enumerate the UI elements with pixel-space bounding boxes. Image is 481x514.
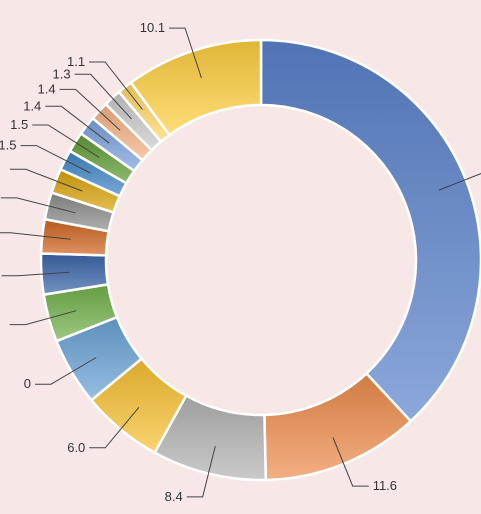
- donut-slice-0: [259, 38, 481, 423]
- leader-line-0: [439, 173, 481, 191]
- leader-line-9: [9, 168, 83, 192]
- data-label-2: 8.4: [165, 489, 183, 504]
- data-label-12: 1.4: [23, 98, 41, 113]
- data-label-3: 6.0: [67, 440, 85, 455]
- labels-group: 311.68.46.001.51.51.41.41.31.110.1: [0, 20, 481, 504]
- leader-line-10: [20, 145, 91, 174]
- leader-line-12: [45, 105, 110, 144]
- leader-line-14: [74, 73, 132, 120]
- data-label-4: 0: [24, 376, 31, 391]
- data-label-15: 1.1: [67, 54, 85, 69]
- leader-line-2: [186, 445, 216, 498]
- leader-line-13: [59, 88, 121, 131]
- leader-line-16: [169, 27, 202, 79]
- leader-line-11: [32, 124, 100, 158]
- leader-line-5: [9, 310, 77, 326]
- leader-line-8: [0, 197, 76, 214]
- leader-line-4: [35, 357, 97, 385]
- data-label-10: 1.5: [0, 138, 17, 153]
- leader-line-6: [1, 271, 70, 277]
- data-label-14: 1.3: [53, 66, 71, 81]
- data-label-1: 11.6: [373, 478, 397, 493]
- donut-slice-16: [129, 38, 263, 137]
- leader-line-3: [89, 407, 140, 449]
- leader-line-15: [89, 61, 143, 110]
- data-label-11: 1.5: [10, 117, 28, 132]
- leader-line-1: [332, 437, 369, 487]
- slices-group: [39, 38, 481, 482]
- data-label-13: 1.4: [38, 81, 56, 96]
- leader-line-7: [0, 232, 71, 240]
- data-label-16: 10.1: [140, 20, 165, 35]
